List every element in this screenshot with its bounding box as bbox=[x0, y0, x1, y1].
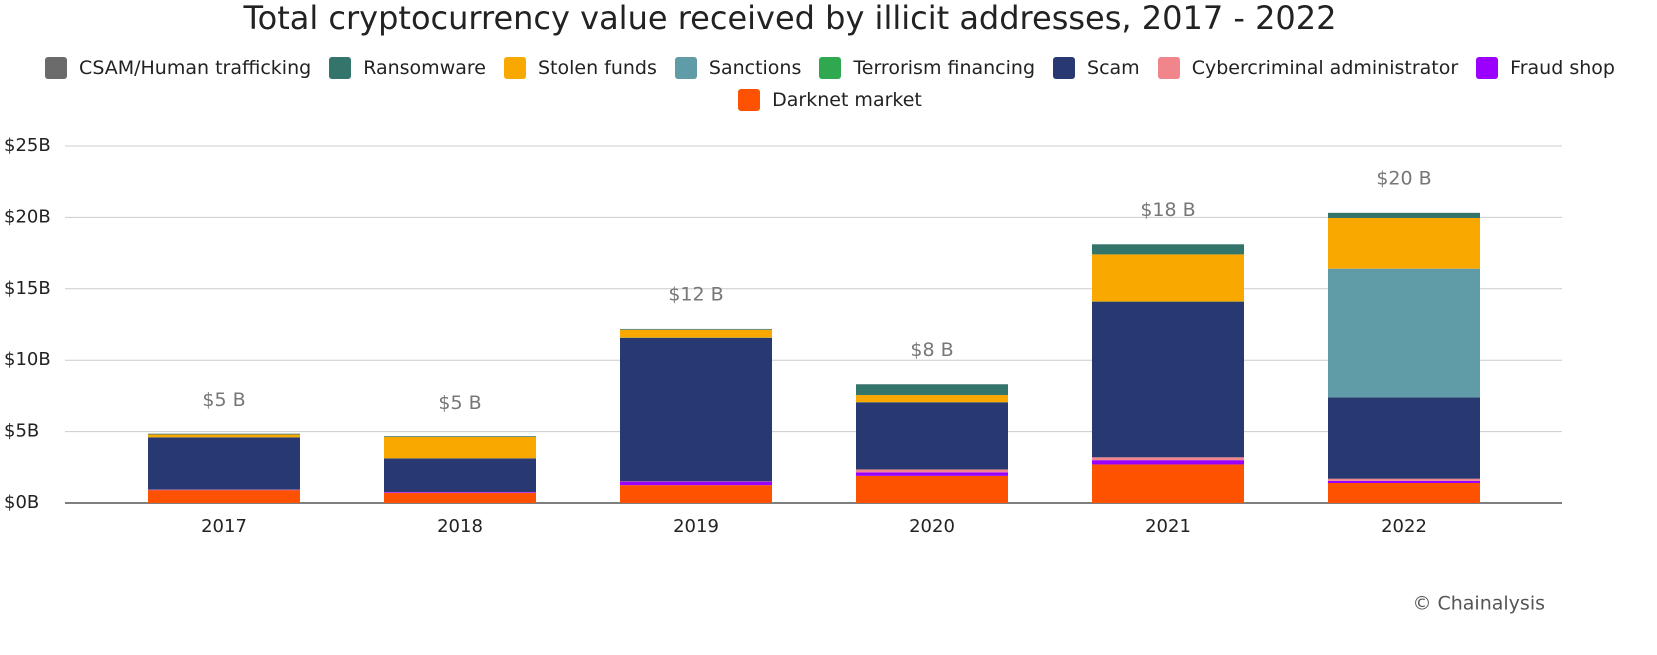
x-tick-label: 2022 bbox=[1381, 516, 1427, 537]
total-label: $18 B bbox=[1140, 199, 1195, 221]
bar-segment bbox=[1328, 268, 1480, 398]
legend-label: Ransomware bbox=[363, 57, 486, 79]
bar-segment bbox=[1092, 457, 1244, 461]
legend-label: Scam bbox=[1087, 57, 1140, 79]
x-tick-label: 2017 bbox=[201, 516, 247, 537]
bar-segment bbox=[620, 329, 772, 338]
bar-segment bbox=[1328, 483, 1480, 503]
bar-segment bbox=[148, 437, 300, 490]
bar-segment bbox=[856, 469, 1008, 473]
total-label: $5 B bbox=[438, 392, 481, 414]
bar-segment bbox=[856, 472, 1008, 476]
bar-segment bbox=[384, 492, 536, 494]
y-tick-label: $15B bbox=[4, 278, 51, 299]
bar-segment bbox=[620, 329, 772, 330]
y-tick-label: $5B bbox=[4, 421, 39, 442]
bar-segment bbox=[856, 384, 1008, 396]
bar-segment bbox=[1092, 464, 1244, 503]
bar-segment bbox=[1328, 480, 1480, 484]
bar-segment bbox=[856, 402, 1008, 470]
bar-segment bbox=[384, 436, 536, 437]
legend-label: Darknet market bbox=[772, 89, 922, 111]
legend-label: Cybercriminal administrator bbox=[1191, 57, 1459, 79]
bar-segment bbox=[1092, 301, 1244, 458]
legend-swatch bbox=[45, 57, 68, 79]
y-tick-label: $0B bbox=[4, 492, 39, 513]
total-label: $5 B bbox=[202, 389, 245, 411]
bar-segment bbox=[1092, 460, 1244, 465]
legend-item: Cybercriminal administrator bbox=[1157, 56, 1459, 80]
y-tick-label: $25B bbox=[4, 135, 51, 156]
legend-label: Terrorism financing bbox=[853, 57, 1036, 79]
legend: CSAM/Human trafficking Ransomware Stolen f… bbox=[20, 56, 1640, 112]
bar-segment bbox=[1092, 254, 1244, 302]
legend-item: Sanctions bbox=[674, 56, 802, 80]
legend-label: Fraud shop bbox=[1510, 57, 1615, 79]
bar-segment bbox=[384, 436, 536, 459]
bar-segment bbox=[1092, 244, 1244, 255]
bar-segment bbox=[856, 475, 1008, 503]
legend-swatch bbox=[738, 89, 761, 111]
bar-segment bbox=[1328, 478, 1480, 481]
legend-item: Stolen funds bbox=[503, 56, 657, 80]
legend-swatch bbox=[1476, 57, 1499, 79]
bar-segment bbox=[620, 337, 772, 482]
bar-segment bbox=[1328, 217, 1480, 269]
legend-label: CSAM/Human trafficking bbox=[79, 57, 312, 79]
y-tick-label: $10B bbox=[4, 349, 51, 370]
bar-segment bbox=[1328, 397, 1480, 479]
total-label: $20 B bbox=[1376, 168, 1431, 190]
bar-segment bbox=[148, 434, 300, 438]
legend-label: Stolen funds bbox=[537, 57, 657, 79]
bar-segment bbox=[384, 493, 536, 503]
bar-segment bbox=[384, 458, 536, 493]
x-tick-label: 2019 bbox=[673, 516, 719, 537]
legend-label: Sanctions bbox=[708, 57, 802, 79]
total-label: $8 B bbox=[910, 339, 953, 361]
legend-item: Ransomware bbox=[329, 56, 486, 80]
x-tick-label: 2020 bbox=[909, 516, 955, 537]
bar-segment bbox=[1328, 212, 1480, 218]
total-label: $12 B bbox=[668, 283, 723, 305]
bar-segment bbox=[148, 433, 300, 435]
legend-swatch bbox=[503, 57, 526, 79]
legend-swatch bbox=[674, 57, 697, 79]
legend-swatch bbox=[1157, 57, 1180, 79]
bar-segment bbox=[148, 490, 300, 503]
legend-item: Scam bbox=[1053, 56, 1140, 80]
legend-item: Fraud shop bbox=[1476, 56, 1615, 80]
y-tick-label: $20B bbox=[4, 206, 51, 227]
bar-segment bbox=[856, 395, 1008, 403]
legend-item: CSAM/Human trafficking bbox=[45, 56, 311, 80]
x-tick-label: 2021 bbox=[1145, 516, 1191, 537]
legend-item: Terrorism financing bbox=[819, 56, 1035, 80]
legend-swatch bbox=[1053, 57, 1076, 79]
source: © Chainalysis bbox=[1412, 593, 1545, 615]
chart-title: Total cryptocurrency value received by i… bbox=[243, 0, 1337, 37]
legend-swatch bbox=[819, 57, 842, 79]
legend-item: Darknet market bbox=[738, 88, 922, 112]
x-tick-label: 2018 bbox=[437, 516, 483, 537]
legend-swatch bbox=[329, 57, 352, 79]
bar-segment bbox=[620, 481, 772, 486]
bar-segment bbox=[620, 485, 772, 503]
